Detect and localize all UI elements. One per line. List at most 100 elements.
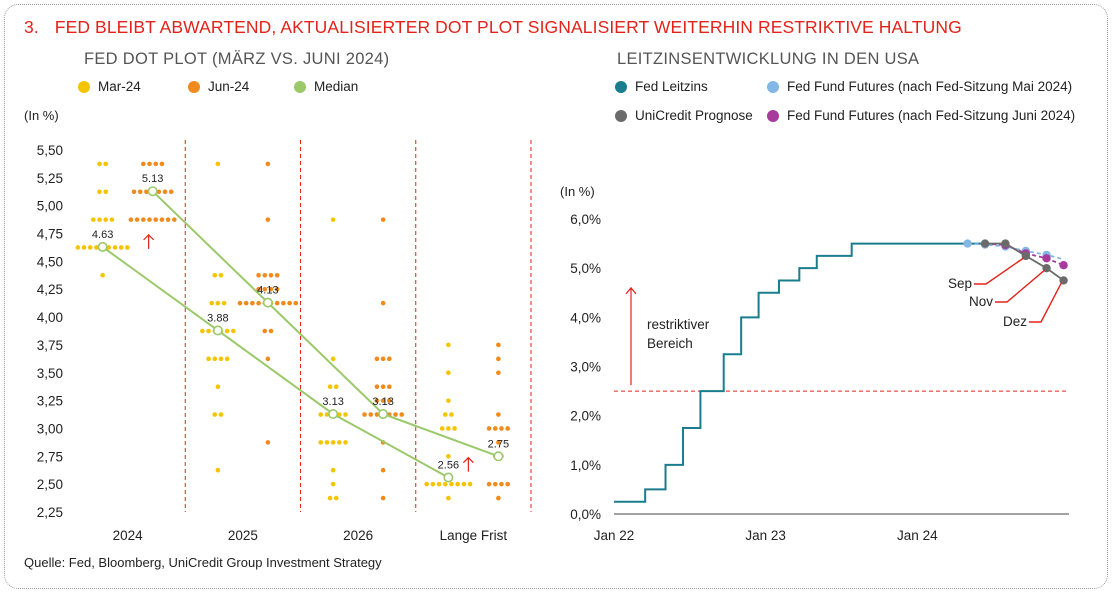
median-marker	[328, 408, 339, 419]
rate-chart-title: LEITZINSENTWICKLUNG IN DEN USA	[617, 50, 920, 68]
figure-title-text: FED BLEIBT ABWARTEND, AKTUALISIERTER DOT…	[54, 17, 962, 37]
dot-mar24	[455, 481, 460, 487]
dot-mar24	[215, 467, 221, 473]
median-marker	[97, 241, 108, 252]
dot-plot-title: FED DOT PLOT (MÄRZ VS. JUNI 2024)	[84, 50, 390, 68]
median-marker	[493, 451, 504, 462]
series-point-futures-juni	[1042, 254, 1051, 263]
dot-jun24	[281, 300, 286, 306]
dot-mar24	[206, 328, 211, 334]
legend-marker-jun24	[188, 80, 200, 93]
dot-jun24	[287, 300, 292, 306]
dot-jun24	[496, 342, 501, 348]
dot-mar24	[112, 245, 118, 250]
up-arrow-icon	[462, 456, 474, 472]
dot-jun24	[268, 328, 274, 334]
dot-jun24	[265, 217, 271, 222]
dot-jun24	[496, 412, 501, 417]
month-label-dez: Dez	[1003, 314, 1027, 329]
dot-jun24	[262, 328, 268, 334]
rate-chart-y-tick-label: 2,0%	[570, 409, 601, 424]
legend-marker-fed-rate	[615, 80, 627, 93]
legend-label-jun24: Jun-24	[208, 79, 250, 94]
dot-plot-y-tick-label: 4,75	[37, 227, 63, 242]
dot-mar24	[87, 245, 93, 250]
month-pointer-line	[1029, 282, 1063, 323]
restrictive-label-line1: restriktiver	[647, 317, 710, 332]
legend-item-jun24: Jun-24	[188, 79, 249, 94]
dot-jun24	[141, 217, 146, 222]
dot-jun24	[380, 495, 386, 501]
dot-mar24	[106, 245, 112, 250]
month-pointer-line	[974, 257, 1025, 285]
dot-jun24	[387, 356, 392, 362]
dot-jun24	[374, 384, 380, 389]
dot-mar24	[103, 161, 109, 167]
dot-mar24	[224, 356, 230, 362]
legend-label-mar24: Mar-24	[98, 79, 141, 94]
legend-marker-mar24	[78, 80, 90, 93]
dot-jun24	[172, 217, 177, 222]
dot-mar24	[200, 328, 205, 334]
dot-mar24	[218, 356, 224, 362]
dot-mar24	[330, 217, 336, 222]
dot-mar24	[449, 412, 454, 417]
dot-mar24	[337, 440, 342, 445]
dot-mar24	[446, 426, 451, 431]
median-label-mar24: 2.56	[438, 459, 459, 471]
dot-plot-y-tick-label: 4,25	[37, 282, 63, 297]
dot-mar24	[343, 440, 348, 445]
legend-item-median: Median	[294, 79, 358, 94]
dot-jun24	[499, 426, 504, 431]
up-arrow-icon	[143, 234, 155, 249]
series-line-fed-rate	[614, 242, 986, 503]
dot-jun24	[380, 384, 386, 389]
median-marker	[378, 408, 389, 419]
rate-chart-y-tick-label: 0,0%	[570, 507, 601, 522]
legend-label-unicredit: UniCredit Prognose	[635, 108, 753, 123]
dot-jun24	[387, 384, 392, 389]
dot-mar24	[343, 412, 348, 417]
dot-jun24	[159, 217, 165, 222]
dot-jun24	[496, 495, 501, 501]
median-label-mar24: 3.88	[207, 312, 228, 324]
dot-plot-x-tick-label: 2026	[343, 528, 373, 543]
dot-jun24	[144, 189, 149, 195]
dot-mar24	[324, 440, 330, 445]
dot-jun24	[293, 300, 299, 306]
median-marker	[147, 186, 158, 197]
dot-mar24	[209, 300, 214, 306]
source-note: Quelle: Fed, Bloomberg, UniCredit Group …	[24, 555, 382, 570]
dot-jun24	[492, 481, 498, 487]
dot-mar24	[467, 481, 473, 487]
rate-chart-y-tick-label: 1,0%	[570, 458, 601, 473]
legend-item-unicredit: UniCredit Prognose	[615, 108, 753, 123]
dot-jun24	[268, 286, 274, 292]
dot-plot-y-tick-label: 2,50	[37, 477, 63, 492]
dot-mar24	[452, 426, 457, 431]
dot-jun24	[387, 398, 392, 403]
median-marker	[262, 297, 273, 308]
dot-jun24	[134, 217, 140, 222]
panel-frame	[4, 4, 1108, 589]
dot-jun24	[496, 356, 501, 362]
series-point-futures-juni	[1059, 261, 1068, 270]
dot-plot-x-tick-label: 2024	[113, 528, 144, 543]
legend-marker-median	[294, 80, 306, 93]
dot-jun24	[268, 273, 274, 278]
dot-jun24	[505, 481, 510, 487]
dot-jun24	[380, 398, 386, 403]
median-label-mar24: 4.63	[92, 229, 113, 241]
month-label-nov: Nov	[969, 294, 993, 309]
rate-chart-x-tick-label: Jan 23	[745, 528, 786, 543]
median-label-jun24: 5.13	[142, 173, 163, 185]
dot-mar24	[215, 300, 221, 306]
dot-jun24	[153, 161, 159, 167]
dot-mar24	[103, 189, 109, 195]
dot-jun24	[159, 161, 165, 167]
dot-jun24	[265, 356, 271, 362]
dot-plot-y-tick-label: 3,75	[37, 338, 63, 353]
dot-jun24	[137, 189, 143, 195]
dot-mar24	[75, 245, 81, 250]
dot-mar24	[97, 189, 102, 195]
